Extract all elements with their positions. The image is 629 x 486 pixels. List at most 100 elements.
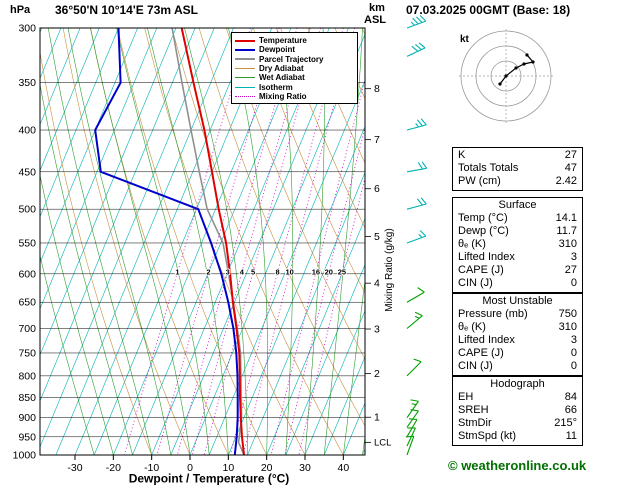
pressure-tick-label: 450: [18, 166, 36, 178]
legend-item: Temperature: [235, 36, 354, 45]
pressure-tick-label: 750: [18, 347, 36, 359]
wind-barbs: [405, 15, 428, 456]
pressure-tick-label: 600: [18, 268, 36, 280]
table-title: Most Unstable: [482, 295, 553, 307]
mixing-ratio-line: [284, 126, 365, 455]
hodograph-unit-label: kt: [460, 34, 470, 45]
x-axis-title: Dewpoint / Temperature (°C): [129, 472, 290, 486]
legend-label: Parcel Trajectory: [259, 54, 324, 64]
wind-barb-halffeather: [415, 123, 420, 128]
wind-barb-feather: [420, 197, 427, 205]
run-datetime: 07.03.2025 00GMT (Base: 18): [406, 3, 571, 17]
hodograph-point: [525, 53, 529, 57]
row-value: 11: [565, 430, 577, 442]
wind-barb-feather: [416, 198, 423, 206]
wind-barb-staff: [406, 436, 415, 456]
row-label: CIN (J): [458, 277, 493, 289]
legend-label: Dry Adiabat: [259, 64, 304, 74]
table-row: PW (cm) 2.42: [458, 175, 577, 188]
row-label: CAPE (J): [458, 347, 504, 359]
wind-barb-feather: [419, 15, 427, 22]
wind-barb-staff: [406, 361, 422, 377]
table-row: StmDir 215°: [458, 417, 577, 430]
pressure-tick-label: 650: [18, 297, 36, 309]
row-value: 310: [558, 321, 577, 333]
row-label: Lifted Index: [458, 334, 515, 346]
hodograph-point: [531, 60, 535, 64]
km-tick-label: 3: [374, 324, 380, 336]
table-row: SREH 66: [458, 404, 577, 417]
hodograph-point: [498, 82, 502, 86]
isotherm: [74, 28, 253, 455]
isotherm: [285, 263, 365, 455]
pressure-axis-unit: hPa: [10, 4, 31, 16]
dry-adiabat: [307, 28, 365, 164]
pressure-tick-label: 500: [18, 204, 36, 216]
legend-item: Wet Adiabat: [235, 73, 354, 82]
isotherm: [247, 171, 365, 455]
row-value: 310: [558, 238, 577, 250]
wind-barb-halffeather: [411, 403, 417, 406]
row-value: 14.1: [555, 212, 577, 224]
isotherm: [40, 28, 215, 448]
row-label: Pressure (mb): [458, 308, 528, 320]
asl-axis-unit: ASL: [364, 14, 386, 26]
legend-line-sample: [235, 58, 255, 61]
wind-barb-staff: [406, 315, 423, 329]
row-value: 84: [564, 391, 577, 403]
dry-adiabat: [280, 28, 365, 229]
table-row: K 27: [458, 149, 577, 162]
table-row: Totals Totals 47: [458, 162, 577, 175]
row-label: Totals Totals: [458, 162, 519, 174]
wind-barb-staff: [406, 291, 425, 303]
row-label: θₑ (K): [458, 238, 486, 250]
row-value: 3: [570, 251, 577, 263]
table-row: θₑ (K) 310: [458, 321, 577, 334]
surface-table: Surface Temp (°C) 14.1 Dewp (°C) 11.7 θₑ (K) 3…: [452, 197, 583, 293]
wind-barb-feather: [411, 45, 419, 52]
pressure-tick-label: 700: [18, 323, 36, 335]
row-label: CAPE (J): [458, 264, 504, 276]
pressure-tick-label: 350: [18, 77, 36, 89]
wind-barb-feather: [413, 358, 422, 363]
table-title: Hodograph: [490, 378, 545, 390]
mixing-ratio-line: [270, 78, 365, 455]
km-tick-label: 7: [374, 134, 380, 146]
isotherm: [266, 217, 365, 455]
wind-barb-feather: [417, 287, 425, 293]
legend-label: Dewpoint: [259, 45, 295, 55]
isotherm: [40, 28, 138, 264]
table-row: StmSpd (kt) 11: [458, 430, 577, 443]
legend-label: Isotherm: [259, 82, 293, 92]
km-axis-unit: km: [369, 2, 385, 14]
km-tick-label: 1: [374, 412, 380, 424]
row-value: 0: [570, 360, 577, 372]
km-tick-label: 5: [374, 231, 380, 243]
row-value: 11.7: [556, 225, 577, 237]
legend-item: Isotherm: [235, 82, 354, 92]
legend-item: Dewpoint: [235, 45, 354, 54]
temp-tick-label: 20: [261, 462, 273, 474]
row-label: StmSpd (kt): [458, 430, 517, 442]
hodograph-table: Hodograph EH 84 SREH 66 StmDir 215° StmSpd (kt)…: [452, 376, 583, 446]
mixing-ratio-value: 2: [206, 268, 210, 277]
temp-tick-label: -20: [106, 462, 121, 474]
temp-axis: -30 -20 -10 0 10 20 30 40 Dewpoint / Temperature…: [67, 455, 349, 486]
mixing-ratio-labels: 1 2 3 4 5 8 10 16 20 25: [174, 267, 347, 278]
pressure-tick-label: 300: [18, 23, 36, 35]
legend-line-sample: [235, 86, 255, 88]
wind-barb-staff: [406, 203, 427, 210]
row-label: Dewp (°C): [458, 225, 509, 237]
isotherm: [40, 28, 81, 126]
mixing-ratio-value: 8: [275, 268, 279, 277]
sounding-profiles: [94, 28, 245, 455]
legend-item: Dry Adiabat: [235, 64, 354, 73]
km-tick-label: 8: [374, 83, 380, 95]
row-value: 0: [570, 277, 577, 289]
mixing-ratio-value: 1: [175, 268, 179, 277]
wind-barb-feather: [410, 409, 419, 412]
mixing-ratio-value: 5: [251, 268, 255, 277]
pressure-tick-label: 400: [18, 125, 36, 137]
temp-tick-label: 40: [337, 462, 349, 474]
